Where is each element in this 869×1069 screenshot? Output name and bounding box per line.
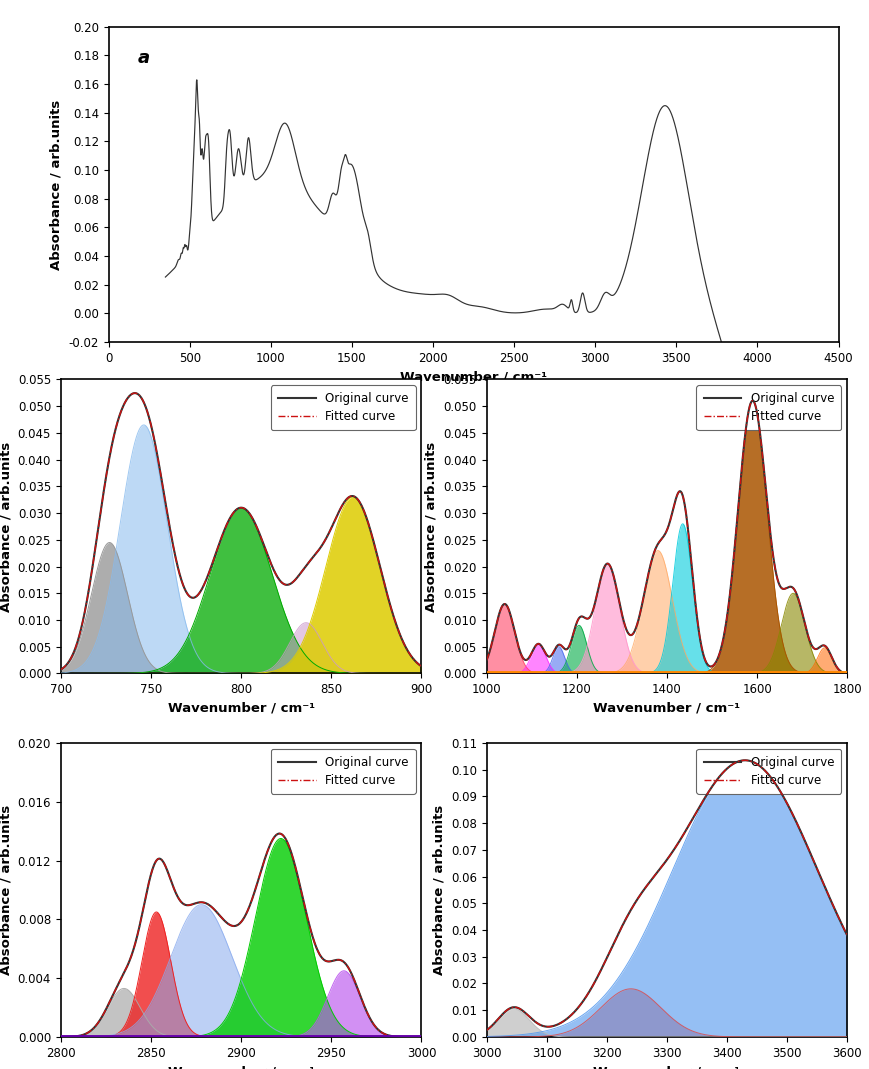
X-axis label: Wavenumber / cm⁻¹: Wavenumber / cm⁻¹: [594, 1065, 740, 1069]
Legend: Original curve, Fitted curve: Original curve, Fitted curve: [696, 386, 841, 431]
X-axis label: Wavenumber / cm⁻¹: Wavenumber / cm⁻¹: [400, 370, 547, 384]
Legend: Original curve, Fitted curve: Original curve, Fitted curve: [696, 749, 841, 794]
Text: d: d: [398, 752, 411, 770]
Text: e: e: [824, 752, 837, 770]
Text: b: b: [398, 388, 411, 406]
Text: c: c: [826, 388, 837, 406]
Text: a: a: [138, 49, 150, 66]
Y-axis label: Absorbance / arb.units: Absorbance / arb.units: [0, 805, 12, 975]
Y-axis label: Absorbance / arb.units: Absorbance / arb.units: [432, 805, 445, 975]
X-axis label: Wavenumber / cm⁻¹: Wavenumber / cm⁻¹: [594, 701, 740, 715]
X-axis label: Wavenumber / cm⁻¹: Wavenumber / cm⁻¹: [168, 1065, 315, 1069]
Y-axis label: Absorbance / arb.units: Absorbance / arb.units: [50, 99, 63, 269]
Legend: Original curve, Fitted curve: Original curve, Fitted curve: [270, 749, 415, 794]
Y-axis label: Absorbance / arb.units: Absorbance / arb.units: [425, 441, 438, 611]
Y-axis label: Absorbance / arb.units: Absorbance / arb.units: [0, 441, 12, 611]
Legend: Original curve, Fitted curve: Original curve, Fitted curve: [270, 386, 415, 431]
X-axis label: Wavenumber / cm⁻¹: Wavenumber / cm⁻¹: [168, 701, 315, 715]
